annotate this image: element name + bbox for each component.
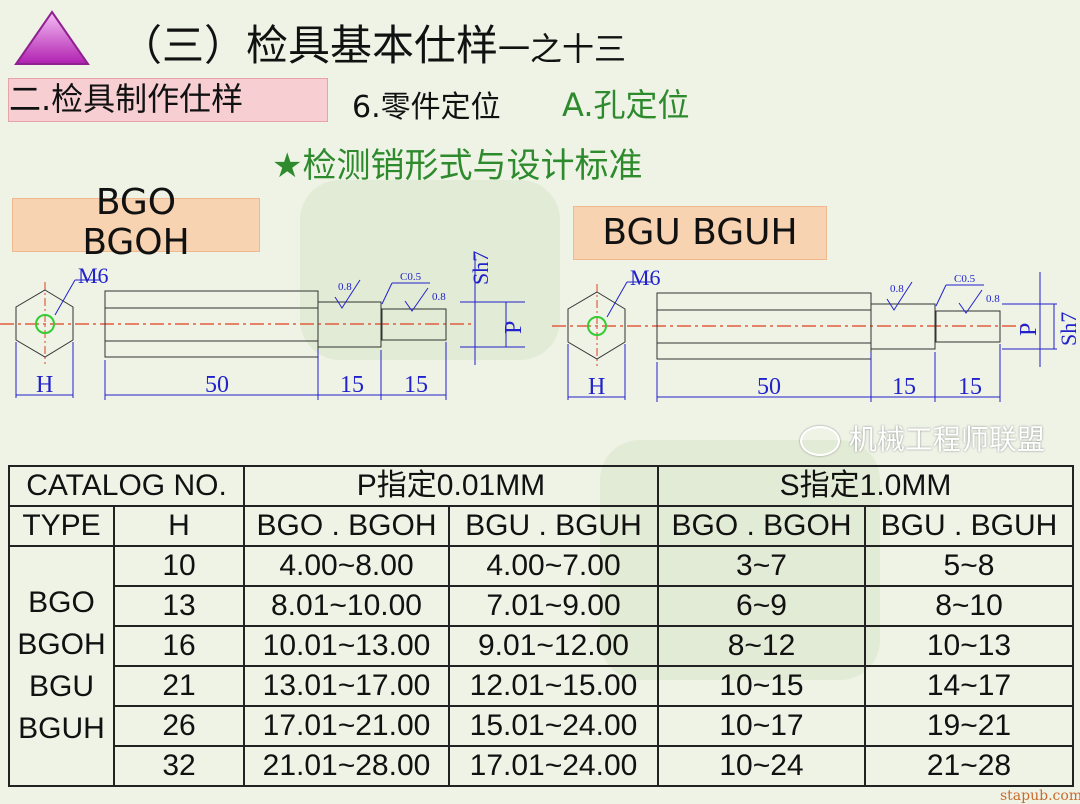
dim-mid: 15 xyxy=(892,374,916,400)
dim-sh7: Sh7 xyxy=(468,251,493,285)
thread-label: M6 xyxy=(630,265,661,290)
pin-drawings: M6 H 50 15 15 P Sh7 0.8 0.8 C0.5 xyxy=(0,251,1080,402)
roughness-label: 0.8 xyxy=(986,293,1000,305)
header-h: H xyxy=(113,505,245,547)
table-row: BGO BGOH BGU BGUH 10 4.00~8.00 4.00~7.00 3~7 5~8 xyxy=(8,545,1074,787)
table-cell: 21~28 xyxy=(864,745,1074,787)
title-text: （三）检具基本仕样 xyxy=(120,21,499,70)
thread-hole xyxy=(587,316,607,336)
table-row: 21 13.01~17.00 12.01~15.00 10~15 14~17 xyxy=(9,665,1074,707)
table-cell: 15.01~24.00 xyxy=(448,705,659,747)
type-cell: BGO BGOH BGU BGUH xyxy=(8,545,115,787)
table-cell: 19~21 xyxy=(864,705,1074,747)
table-cell: 14~17 xyxy=(864,665,1074,707)
table-cell: 21 xyxy=(113,665,245,707)
table-cell: 8~12 xyxy=(657,625,866,667)
dim-mid: 15 xyxy=(340,372,364,398)
item-label: 6.零件定位 xyxy=(352,90,501,125)
page-title: （三）检具基本仕样一之十三 xyxy=(120,12,626,73)
table-row: 26 17.01~21.00 15.01~24.00 10~17 19~21 xyxy=(9,705,1074,747)
header-catalog: CATALOG NO. xyxy=(8,465,245,507)
wechat-icon xyxy=(800,426,840,456)
header-p: P指定0.01MM xyxy=(243,465,659,507)
table-row: 13 8.01~10.00 7.01~9.00 6~9 8~10 xyxy=(9,585,1074,627)
shoulder xyxy=(317,301,382,348)
dim-p: P xyxy=(1016,323,1042,336)
header-s: S指定1.0MM xyxy=(657,465,1074,507)
table-header-row: CATALOG NO. P指定0.01MM S指定1.0MM xyxy=(8,465,1074,507)
triangle-bullet-icon xyxy=(14,10,90,65)
table-cell: 16 xyxy=(113,625,245,667)
type-line: BGOH xyxy=(17,628,106,661)
roughness-label: 0.8 xyxy=(338,281,352,293)
table-row: 32 21.01~28.00 17.01~24.00 10~24 21~28 xyxy=(9,745,1074,787)
table-cell: 10~15 xyxy=(657,665,866,707)
pin-drawing-bgo: M6 H 50 15 15 P Sh7 0.8 0.8 C0.5 xyxy=(0,251,527,400)
sub-item-label: A.孔定位 xyxy=(562,86,690,124)
site-watermark: stapub.com xyxy=(1000,788,1080,804)
type-line: BGO xyxy=(28,586,95,619)
table-cell: 21.01~28.00 xyxy=(243,745,450,787)
roughness-label: 0.8 xyxy=(890,283,904,295)
shoulder xyxy=(870,303,936,350)
table-cell: 9.01~12.00 xyxy=(448,625,659,667)
table-cell: 17.01~24.00 xyxy=(448,745,659,787)
bgoh-label: BGOH xyxy=(82,222,190,263)
bgo-label-box: BGO BGOH xyxy=(12,183,260,263)
table-cell: 5~8 xyxy=(864,545,1074,587)
table-cell: 7.01~9.00 xyxy=(448,585,659,627)
watermark-text: 机械工程师联盟 xyxy=(848,423,1045,456)
chamfer-label: C0.5 xyxy=(400,271,422,283)
table-cell: 10 xyxy=(113,545,245,587)
dim-tip: 15 xyxy=(404,372,428,398)
dim-h: H xyxy=(36,372,53,398)
header-s-bgu: BGU . BGUH xyxy=(864,505,1074,547)
pin-drawing-bgu: M6 H 50 15 15 P Sh7 0.8 0.8 C0.5 xyxy=(552,265,1080,402)
table-cell: 10~13 xyxy=(864,625,1074,667)
table-cell: 13 xyxy=(113,585,245,627)
table-cell: 10.01~13.00 xyxy=(243,625,450,667)
hex-head xyxy=(15,289,74,358)
type-line: BGU xyxy=(28,670,94,703)
type-line: BGUH xyxy=(18,712,105,745)
table-cell: 26 xyxy=(113,705,245,747)
table-cell: 12.01~15.00 xyxy=(448,665,659,707)
table-cell: 10~17 xyxy=(657,705,866,747)
dim-tip: 15 xyxy=(958,374,982,400)
table-cell: 32 xyxy=(113,745,245,787)
bgu-label: BGU BGUH xyxy=(573,206,827,260)
section-heading: ★检测销形式与设计标准 xyxy=(272,146,643,186)
dim-sh7: Sh7 xyxy=(1056,312,1080,346)
header-p-bgu: BGU . BGUH xyxy=(448,505,659,547)
hex-head xyxy=(567,291,626,360)
header-s-bgo: BGO . BGOH xyxy=(657,505,866,547)
thread-hole xyxy=(35,314,55,334)
chamfer-label: C0.5 xyxy=(954,273,976,285)
dim-body: 50 xyxy=(757,374,781,400)
spec-table: CATALOG NO. P指定0.01MM S指定1.0MM TYPE H BG… xyxy=(8,465,1074,787)
thread-label: M6 xyxy=(78,263,109,288)
background-decoration xyxy=(300,180,560,360)
title-suffix: 一之十三 xyxy=(498,30,627,68)
table-cell: 4.00~8.00 xyxy=(243,545,450,587)
dim-p: P xyxy=(501,321,527,334)
watermark: 机械工程师联盟 xyxy=(800,418,1045,458)
table-cell: 8.01~10.00 xyxy=(243,585,450,627)
roughness-label: 0.8 xyxy=(432,291,446,303)
dim-body: 50 xyxy=(205,372,229,398)
header-p-bgo: BGO . BGOH xyxy=(243,505,450,547)
table-cell: 3~7 xyxy=(657,545,866,587)
section-label: 二.检具制作仕样 xyxy=(8,78,328,122)
bgo-label: BGO xyxy=(95,182,177,223)
table-row: 16 10.01~13.00 9.01~12.00 8~12 10~13 xyxy=(9,625,1074,667)
table-cell: 10~24 xyxy=(657,745,866,787)
table-cell: 17.01~21.00 xyxy=(243,705,450,747)
table-cell: 4.00~7.00 xyxy=(448,545,659,587)
table-cell: 13.01~17.00 xyxy=(243,665,450,707)
dim-h: H xyxy=(588,374,605,400)
table-cell: 8~10 xyxy=(864,585,1074,627)
table-cell: 6~9 xyxy=(657,585,866,627)
table-subheader-row: TYPE H BGO . BGOH BGU . BGUH BGO . BGOH … xyxy=(8,505,1074,547)
header-type: TYPE xyxy=(8,505,115,547)
